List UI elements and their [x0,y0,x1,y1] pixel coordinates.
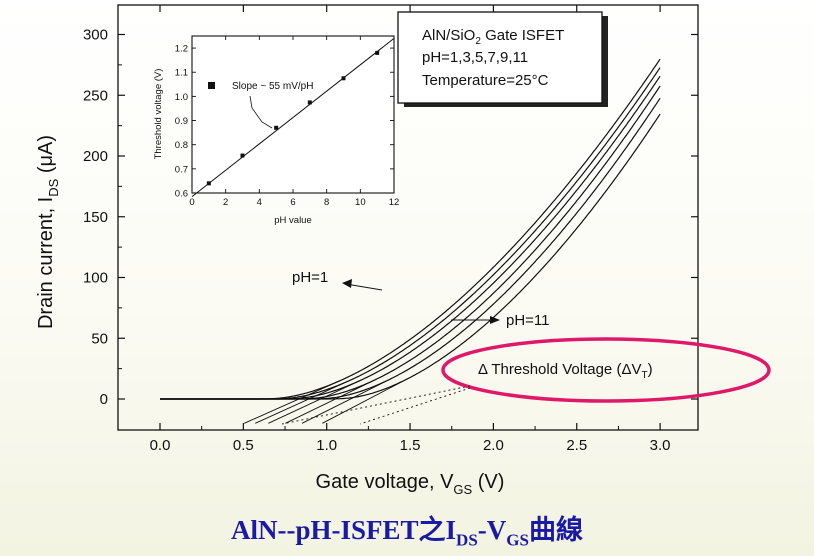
x-tick-label: 1.0 [316,437,337,454]
inset-point [341,76,346,81]
arrowhead-ph11 [490,316,500,324]
inset-x-label: pH value [274,215,312,226]
inset-fit-line [191,38,395,198]
tangent-ph7 [285,378,377,424]
y-tick-label: 100 [83,270,108,287]
inset-frame [191,35,395,194]
y-tick-label: 250 [83,87,108,104]
y-tick-label: 200 [83,148,108,165]
inset-legend-marker [208,82,215,89]
inset-y-tick-label: 0.8 [175,140,188,151]
inset-x-tick-label: 4 [257,197,262,208]
inset-y-ticks: 0.6 0.7 0.8 0.9 1.0 1.1 1.2 [175,44,394,200]
inset-x-tick-label: 10 [355,197,366,208]
arrow-ph1 [345,283,383,291]
x-tick-label: 2.5 [566,437,587,454]
inset-y-label: Threshold voltage (V) [153,69,164,160]
inset-y-tick-label: 1.2 [175,44,188,55]
x-tick-label: 3.0 [650,437,671,454]
inset-x-tick-label: 8 [324,197,329,208]
info-line-2: pH=1,3,5,7,9,11 [422,49,528,66]
x-tick-label: 0.0 [150,437,171,454]
label-delta-vt: Δ Threshold Voltage (ΔVT) [478,361,653,381]
tangent-ph9 [301,377,392,424]
highlight-ellipse [441,337,771,403]
inset-x-tick-label: 0 [189,197,194,208]
inset-legend-pointer [249,95,273,129]
inset-y-tick-label: 0.7 [175,164,188,175]
inset-y-tick-label: 1.1 [175,68,188,79]
x-tick-label: 2.0 [483,437,504,454]
tangent-ph3 [255,379,351,424]
inset-x-tick-label: 6 [290,197,295,208]
y-tick-label: 300 [83,27,108,44]
tangent-ph1 [244,380,341,424]
tangent-ph11 [322,377,411,424]
inset-x-tick-label: 12 [389,197,400,208]
iv-chart: 0.0 0.5 1.0 1.5 2.0 2.5 3.0 050100150200250300… [35,4,771,497]
inset-point [240,153,245,158]
threshold-extrapolation-lines [244,377,411,424]
inset-point [307,100,312,105]
inset-y-tick-label: 0.9 [175,116,188,127]
inset-point [375,50,380,55]
y-axis-label: Drain current, IDS (μA) [35,135,61,329]
x-tick-label: 1.5 [400,437,421,454]
x-axis-label: Gate voltage, VGS (V) [316,471,505,497]
info-line-1: AlN/SiO2 Gate ISFET [422,27,564,47]
inset-point [206,181,211,186]
y-tick-label: 0 [100,391,108,408]
inset-y-tick-label: 1.0 [175,92,188,103]
tangent-ph5 [268,379,362,424]
iv-curve-ph11 [160,113,661,400]
inset-point [274,125,279,130]
delta-vt-pointers [281,385,471,425]
inset-points [206,50,380,186]
y-tick-label: 150 [83,209,108,226]
x-axis-ticks: 0.0 0.5 1.0 1.5 2.0 2.5 3.0 [150,5,671,454]
inset-x-tick-label: 2 [223,197,228,208]
info-box: AlN/SiO2 Gate ISFET pH=1,3,5,7,9,11 Temp… [397,11,608,107]
iv-curves [160,58,661,400]
slide-caption: AlN--pH-ISFET之IDS-VGS曲線 [231,515,583,550]
label-ph1: pH=1 [292,269,328,286]
plot-frame [117,4,699,431]
y-tick-label: 50 [91,330,108,347]
label-ph11: pH=11 [506,312,550,329]
x-tick-label: 0.5 [233,437,254,454]
info-line-3: Temperature=25°C [422,72,549,89]
arrowhead-ph1 [342,279,352,288]
inset-legend: Slope ~ 55 mV/pH [232,81,313,92]
inset-y-tick-label: 0.6 [175,189,188,200]
inset-chart: 0 2 4 6 8 10 12 0.6 0.7 0.8 0.9 1.0 1.1 1.2 Slope ~ … [153,35,399,226]
inset-x-ticks: 0 2 4 6 8 10 12 [189,36,399,208]
